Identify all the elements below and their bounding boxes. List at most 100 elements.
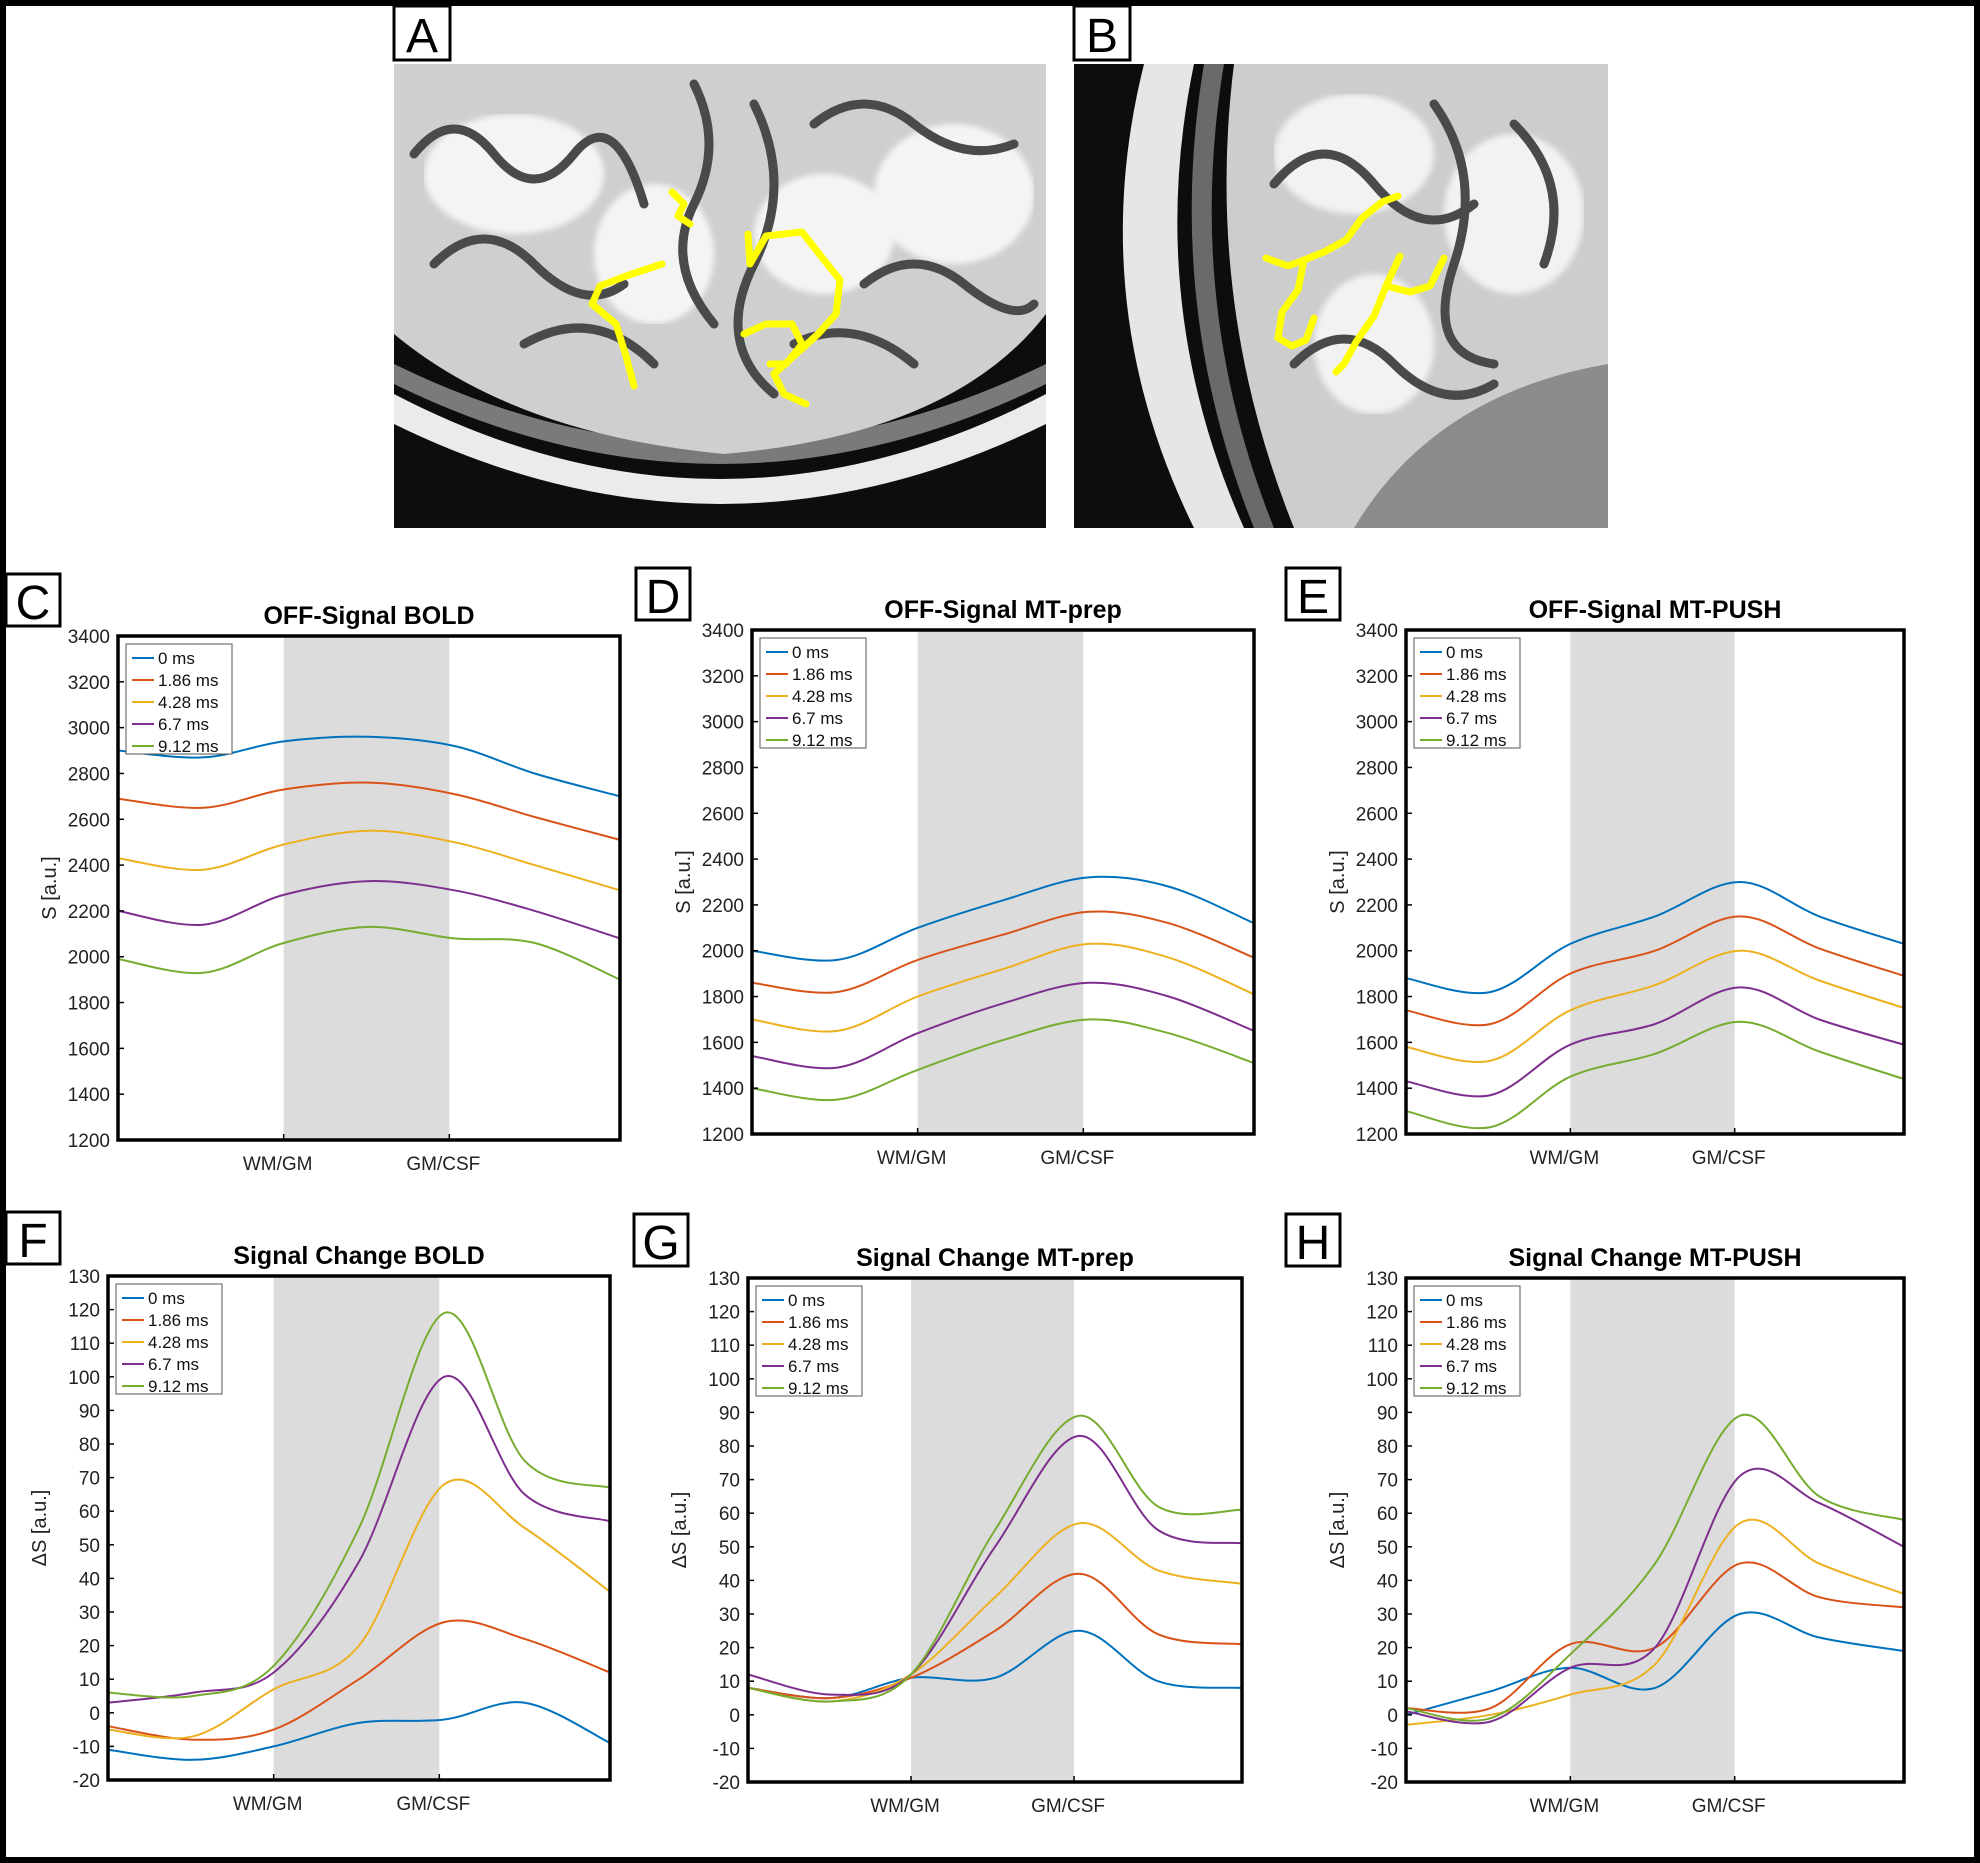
y-tick-label: 40 xyxy=(1377,1571,1398,1592)
y-tick-label: 80 xyxy=(1377,1437,1398,1458)
plot-area xyxy=(106,1274,612,1782)
series-line-4 xyxy=(1405,1467,1905,1725)
series-line-4 xyxy=(117,880,621,940)
y-tick-label: 110 xyxy=(710,1336,740,1357)
y-tick-label: 2800 xyxy=(68,764,110,785)
y-tick-label: 0 xyxy=(89,1704,100,1725)
legend-label: 4.28 ms xyxy=(1446,1335,1506,1354)
legend: 0 ms 1.86 ms 4.28 ms 6.7 ms 9.12 ms xyxy=(125,643,233,756)
legend-label: 1.86 ms xyxy=(1446,665,1506,684)
y-tick-label: 2000 xyxy=(1356,942,1398,963)
y-tick-label: 1200 xyxy=(68,1131,110,1152)
legend-label: 1.86 ms xyxy=(788,1313,848,1332)
plot-area xyxy=(116,634,622,1142)
mri-image-axial xyxy=(394,64,1046,528)
chart-title: OFF-Signal MT-PUSH xyxy=(1529,596,1782,624)
y-tick-label: 30 xyxy=(719,1605,740,1626)
y-tick-label: 3200 xyxy=(702,667,744,688)
y-tick-label: 3200 xyxy=(1356,667,1398,688)
y-tick-label: 120 xyxy=(68,1301,100,1322)
y-axis-label: ΔS [a.u.] xyxy=(669,1492,691,1569)
y-tick-label: 50 xyxy=(79,1536,100,1557)
panel-label-box xyxy=(632,1212,690,1268)
y-tick-label: -10 xyxy=(73,1737,100,1758)
y-tick-label: 1600 xyxy=(68,1039,110,1060)
y-tick-label: 1600 xyxy=(702,1033,744,1054)
legend-label: 1.86 ms xyxy=(158,671,218,690)
y-tick-label: 60 xyxy=(79,1502,100,1523)
legend-label: 9.12 ms xyxy=(792,731,852,750)
y-tick-label: 20 xyxy=(79,1637,100,1658)
panel-label: H xyxy=(1296,1217,1331,1270)
chart-title: OFF-Signal MT-prep xyxy=(884,596,1122,624)
gray-matter-band xyxy=(911,1278,1075,1782)
legend: 0 ms 1.86 ms 4.28 ms 6.7 ms 9.12 ms xyxy=(1413,1285,1521,1398)
legend-label: 1.86 ms xyxy=(148,1311,208,1330)
y-axis-label: S [a.u.] xyxy=(1327,850,1349,913)
y-tick-label: 0 xyxy=(729,1706,740,1727)
y-tick-label: 130 xyxy=(68,1267,100,1288)
y-tick-label: 1600 xyxy=(1356,1033,1398,1054)
y-tick-label: 90 xyxy=(1377,1403,1398,1424)
y-tick-label: 2200 xyxy=(68,902,110,923)
y-tick-label: 2200 xyxy=(702,896,744,917)
y-tick-label: 1800 xyxy=(68,994,110,1015)
legend-label: 6.7 ms xyxy=(158,715,209,734)
chart-title: Signal Change MT-prep xyxy=(856,1244,1134,1272)
x-tick-label: WM/GM xyxy=(1530,1796,1600,1817)
panel-label-box xyxy=(634,566,692,622)
series-line-2 xyxy=(751,910,1255,994)
x-tick-label: WM/GM xyxy=(877,1148,947,1169)
y-tick-label: 30 xyxy=(79,1603,100,1624)
legend-label: 0 ms xyxy=(788,1291,825,1310)
chart-signal-change-mt-push: -20 -10 0 10 20 30 40 50 60 70 80 90 100 110 120 130 WM/… xyxy=(1284,1212,1906,1817)
y-axis-label: ΔS [a.u.] xyxy=(1327,1492,1349,1569)
y-tick-label: 40 xyxy=(79,1569,100,1590)
legend-label: 9.12 ms xyxy=(788,1379,848,1398)
legend-box xyxy=(1413,637,1521,749)
series-line-5 xyxy=(107,1311,611,1699)
panel-label-box-b xyxy=(1072,4,1132,62)
series-line-5 xyxy=(117,925,621,981)
y-tick-label: -20 xyxy=(1371,1773,1398,1794)
panel-label-box xyxy=(4,572,62,628)
y-tick-label: 50 xyxy=(1377,1538,1398,1559)
y-tick-label: 1400 xyxy=(702,1079,744,1100)
y-tick-label: 10 xyxy=(79,1670,100,1691)
y-tick-label: 2600 xyxy=(1356,804,1398,825)
y-tick-label: 1200 xyxy=(1356,1125,1398,1146)
gray-matter-band xyxy=(917,630,1084,1134)
y-tick-label: 2000 xyxy=(702,942,744,963)
series-line-5 xyxy=(747,1414,1243,1703)
x-tick-label: GM/CSF xyxy=(1692,1148,1766,1169)
panel-label-a: A xyxy=(406,10,438,63)
chart-title: Signal Change BOLD xyxy=(233,1242,484,1270)
y-tick-label: 130 xyxy=(1366,1269,1398,1290)
y-tick-label: 130 xyxy=(708,1269,740,1290)
y-tick-label: 60 xyxy=(1377,1504,1398,1525)
legend-label: 9.12 ms xyxy=(1446,1379,1506,1398)
y-tick-label: -20 xyxy=(73,1771,100,1792)
series-line-4 xyxy=(751,981,1255,1070)
y-tick-label: 70 xyxy=(79,1469,100,1490)
y-tick-label: 3400 xyxy=(68,627,110,648)
x-tick-label: GM/CSF xyxy=(1692,1796,1766,1817)
y-tick-label: 20 xyxy=(719,1639,740,1660)
series-line-2 xyxy=(1405,915,1905,1027)
x-tick-label: WM/GM xyxy=(870,1796,940,1817)
y-tick-label: 2200 xyxy=(1356,896,1398,917)
panel-label-box xyxy=(4,1210,62,1266)
panel-label-box xyxy=(1284,566,1342,622)
y-tick-label: 2400 xyxy=(68,856,110,877)
legend-label: 4.28 ms xyxy=(148,1333,208,1352)
y-tick-label: 1800 xyxy=(702,988,744,1009)
legend-label: 6.7 ms xyxy=(1446,709,1497,728)
y-tick-label: 80 xyxy=(719,1437,740,1458)
plot-area xyxy=(746,1276,1244,1784)
legend-label: 1.86 ms xyxy=(1446,1313,1506,1332)
legend: 0 ms 1.86 ms 4.28 ms 6.7 ms 9.12 ms xyxy=(1413,637,1521,750)
chart-signal-change-mt-prep: -20 -10 0 10 20 30 40 50 60 70 80 90 100 110 120 130 WM/… xyxy=(632,1212,1244,1817)
gray-matter-band xyxy=(1570,1278,1735,1782)
y-tick-label: 2600 xyxy=(68,810,110,831)
